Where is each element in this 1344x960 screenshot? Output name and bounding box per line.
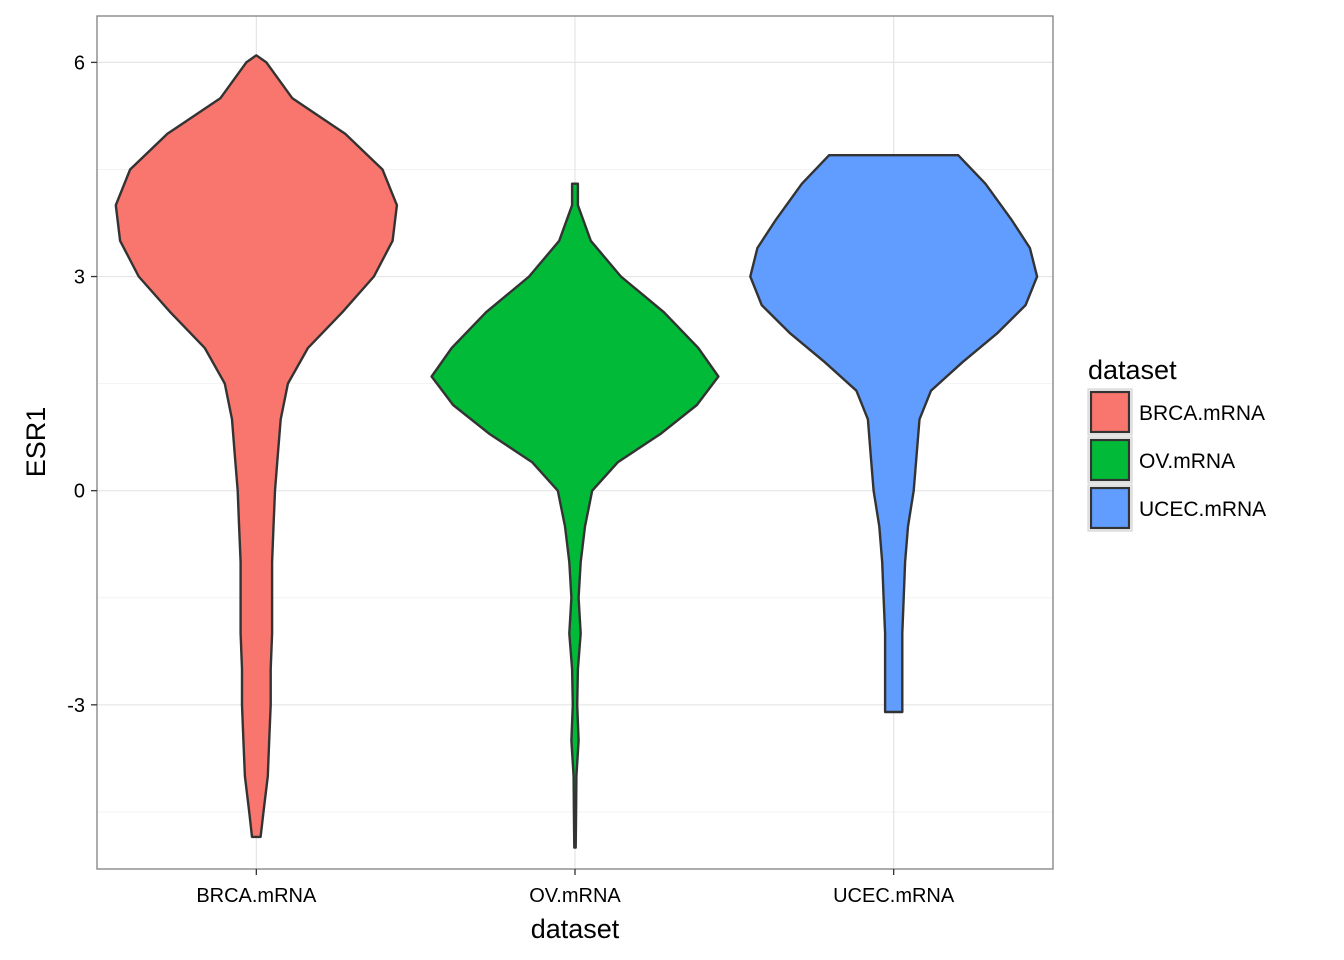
- violin-brca-mrna: [114, 54, 399, 839]
- x-axis-title: dataset: [531, 914, 620, 944]
- legend: dataset BRCA.mRNA OV.mRNA UCEC.mRNA: [1087, 355, 1266, 532]
- violin-ucec-mrna: [749, 154, 1039, 714]
- violin-ov-mrna: [430, 182, 720, 849]
- x-axis: BRCA.mRNA OV.mRNA UCEC.mRNA: [196, 869, 955, 907]
- y-tick-label: -3: [67, 695, 85, 717]
- y-tick-label: 0: [74, 481, 85, 503]
- legend-swatch: [1089, 390, 1131, 434]
- x-tick-label: UCEC.mRNA: [833, 885, 955, 907]
- legend-label: BRCA.mRNA: [1139, 402, 1265, 425]
- violin-group: [114, 54, 1039, 849]
- y-tick-label: 6: [74, 52, 85, 74]
- legend-label: UCEC.mRNA: [1139, 498, 1266, 521]
- legend-swatch: [1089, 486, 1131, 530]
- legend-swatch: [1089, 438, 1131, 482]
- y-axis-title: ESR1: [21, 407, 51, 478]
- legend-title: dataset: [1088, 355, 1177, 385]
- y-axis: -3 0 3 6: [67, 52, 97, 717]
- y-tick-label: 3: [74, 267, 85, 289]
- x-tick-label: BRCA.mRNA: [196, 885, 317, 907]
- x-tick-label: OV.mRNA: [529, 885, 621, 907]
- legend-label: OV.mRNA: [1139, 450, 1235, 473]
